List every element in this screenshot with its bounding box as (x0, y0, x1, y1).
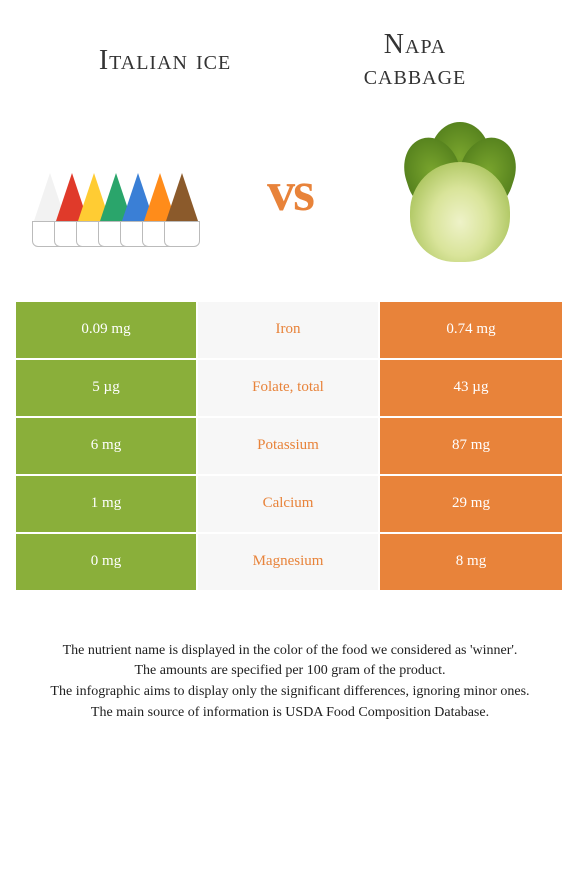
right-value: 87 mg (380, 418, 562, 474)
nutrient-name: Magnesium (198, 534, 380, 590)
right-title-line2: cabbage (290, 61, 540, 92)
nutrient-table: 0.09 mgIron0.74 mg5 µgFolate, total43 µg… (16, 302, 564, 592)
images-row: vs (0, 102, 580, 292)
nutrient-row: 1 mgCalcium29 mg (16, 476, 564, 534)
right-food-title: Napa cabbage (290, 30, 540, 92)
footnote-line: The main source of information is USDA F… (16, 704, 564, 723)
left-food-image (30, 122, 210, 262)
footnote-line: The amounts are specified per 100 gram o… (16, 662, 564, 681)
left-value: 0.09 mg (16, 302, 198, 358)
right-value: 0.74 mg (380, 302, 562, 358)
right-value: 29 mg (380, 476, 562, 532)
right-value: 8 mg (380, 534, 562, 590)
nutrient-name: Folate, total (198, 360, 380, 416)
nutrient-name: Iron (198, 302, 380, 358)
nutrient-row: 6 mgPotassium87 mg (16, 418, 564, 476)
nutrient-row: 0 mgMagnesium8 mg (16, 534, 564, 592)
nutrient-name: Calcium (198, 476, 380, 532)
left-food-title: Italian ice (40, 45, 290, 77)
header-row: Italian ice Napa cabbage (0, 0, 580, 102)
footnotes: The nutrient name is displayed in the co… (0, 592, 580, 724)
italian-ice-icon (30, 127, 210, 257)
nutrient-name: Potassium (198, 418, 380, 474)
footnote-line: The infographic aims to display only the… (16, 683, 564, 702)
right-food-image (370, 122, 550, 262)
right-title-line1: Napa (290, 30, 540, 61)
left-value: 5 µg (16, 360, 198, 416)
left-value: 6 mg (16, 418, 198, 474)
vs-label: vs (267, 160, 313, 224)
napa-cabbage-icon (400, 122, 520, 262)
ice-cone (162, 173, 202, 247)
footnote-line: The nutrient name is displayed in the co… (16, 642, 564, 661)
nutrient-row: 0.09 mgIron0.74 mg (16, 302, 564, 360)
right-value: 43 µg (380, 360, 562, 416)
left-value: 1 mg (16, 476, 198, 532)
nutrient-row: 5 µgFolate, total43 µg (16, 360, 564, 418)
left-value: 0 mg (16, 534, 198, 590)
